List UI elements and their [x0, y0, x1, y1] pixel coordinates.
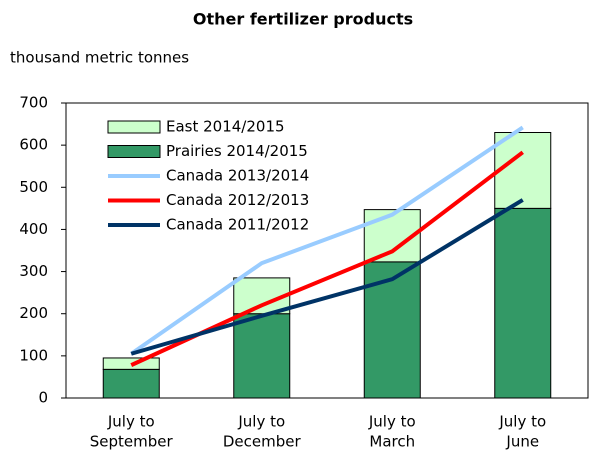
x-tick-label: July to: [107, 413, 155, 431]
legend-swatch: [107, 120, 161, 134]
x-tick-label: March: [369, 433, 415, 451]
bar: [494, 132, 552, 209]
y-tick-label: 500: [19, 178, 48, 196]
x-tick-label: June: [505, 433, 539, 451]
y-tick-label: 600: [19, 136, 48, 154]
y-axis-label: thousand metric tonnes: [10, 49, 189, 67]
bar: [102, 368, 160, 399]
y-tick-label: 700: [19, 94, 48, 112]
x-tick-label: September: [90, 433, 174, 451]
bar: [233, 313, 291, 399]
x-tick-label: July to: [498, 413, 546, 431]
y-tick-label: 200: [19, 304, 48, 322]
x-tick-label: December: [223, 433, 302, 451]
x-tick-label: July to: [368, 413, 416, 431]
y-tick-label: 100: [19, 346, 48, 364]
line: [130, 198, 524, 356]
bar: [494, 207, 552, 399]
legend-swatch: [107, 145, 161, 158]
legend-label: East 2014/2015: [166, 118, 285, 136]
y-tick-label: 0: [38, 389, 48, 407]
y-tick-label: 300: [19, 262, 48, 280]
legend-label: Canada 2011/2012: [166, 216, 309, 234]
bar: [363, 261, 421, 399]
legend-label: Prairies 2014/2015: [166, 142, 308, 160]
chart-title: Other fertilizer products: [193, 10, 413, 29]
plot-frame: [65, 102, 589, 399]
x-tick-label: July to: [237, 413, 285, 431]
legend-label: Canada 2013/2014: [166, 167, 309, 185]
y-tick-label: 400: [19, 220, 48, 238]
legend-label: Canada 2012/2013: [166, 191, 309, 209]
line: [130, 125, 524, 356]
